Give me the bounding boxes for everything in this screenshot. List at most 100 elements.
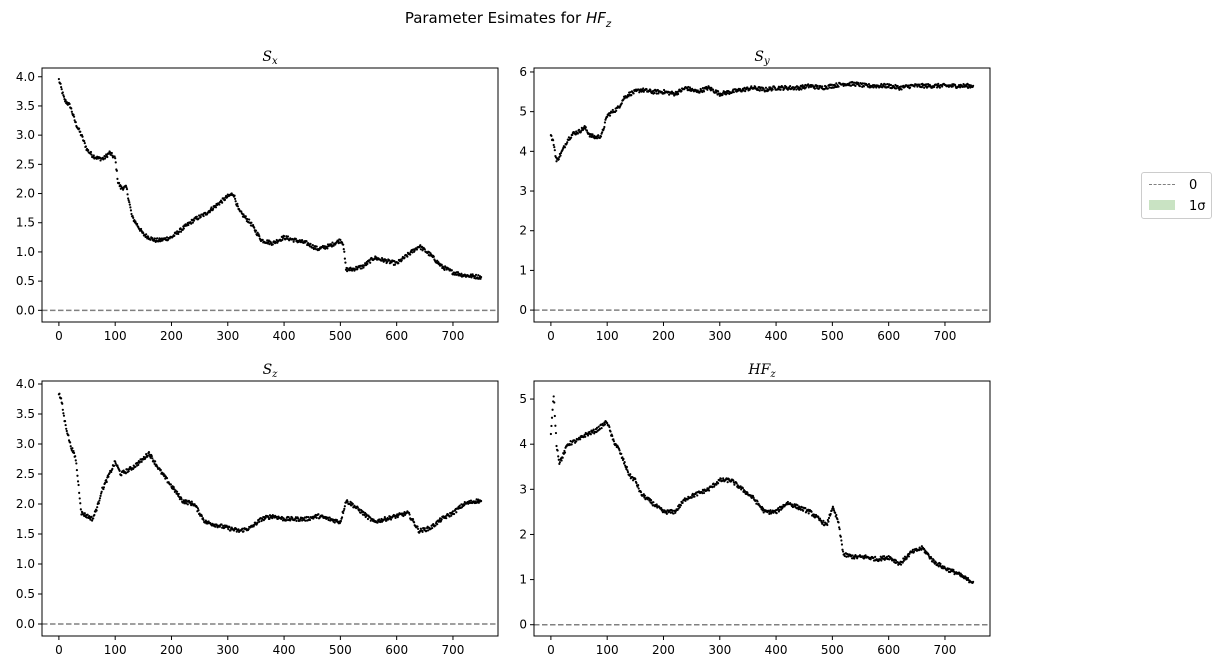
scatter-point [331,241,334,244]
scatter-point [553,401,556,404]
y-tick-label: 6 [519,65,527,79]
scatter-point [618,449,621,452]
y-tick-label: 0.5 [16,274,35,288]
scatter-point [234,197,237,200]
scatter-point [854,84,857,87]
scatter-point [402,514,405,518]
scatter-point [591,431,594,434]
scatter-point [305,240,308,243]
scatter-point [78,497,81,500]
x-tick-label: 600 [385,643,408,657]
scatter-point [721,93,724,96]
scatter-point [195,215,198,218]
scatter-point [65,101,68,104]
scatter-point [79,502,82,505]
y-tick-label: 1.0 [16,557,35,571]
scatter-point [804,86,808,89]
scatter-point [241,527,244,530]
scatter-point [114,157,117,160]
scatter-point [807,512,810,515]
x-tick-label: 700 [442,643,465,657]
scatter-point [550,424,553,428]
scatter-point [777,506,780,510]
scatter-point [70,107,73,110]
scatter-point [343,257,346,260]
scatter-point [389,518,393,521]
scatter-point [358,508,361,511]
scatter-point [204,211,207,214]
scatter-point [883,555,886,558]
scatter-point [343,505,346,508]
scatter-point [677,92,680,96]
scatter-point [779,88,782,91]
x-tick-label: 0 [547,329,555,343]
scatter-point [894,87,898,90]
scatter-point [762,511,765,514]
scatter-point [681,501,684,504]
scatter-point [693,495,696,498]
scatter-point [96,506,99,509]
scatter-point [218,203,221,206]
scatter-point [585,129,589,132]
scatter-point [77,483,80,487]
scatter-point [828,86,831,89]
scatter-point [271,243,274,246]
scatter-point [254,229,258,232]
y-tick-label: 4.0 [16,377,35,391]
scatter-point [307,242,310,245]
scatter-point [874,555,877,558]
scatter-point [606,115,609,118]
scatter-point [603,121,607,124]
legend: 0 1σ [1141,172,1212,219]
y-tick-label: 1 [519,263,527,277]
scatter-point [837,521,840,524]
y-tick-label: 3 [519,482,527,496]
scatter-point [665,512,668,515]
scatter-point [650,499,653,502]
scatter-point [732,91,735,94]
scatter-point [333,521,336,524]
scatter-point [327,518,330,522]
scatter-point [420,245,424,248]
scatter-point [242,213,245,216]
scatter-point [635,481,638,485]
scatter-point [70,449,73,452]
scatter-point [620,102,623,105]
scatter-point [339,238,342,241]
x-tick-label: 600 [877,329,900,343]
scatter-point [149,238,152,241]
scatter-point [425,529,428,532]
scatter-point [136,461,139,464]
scatter-point [74,121,77,124]
scatter-point [419,248,422,251]
scatter-point [923,86,926,89]
scatter-point [839,535,842,538]
scatter-point [810,510,813,513]
scatter-point [912,550,916,553]
scatter-point [61,91,64,94]
scatter-point [400,259,403,262]
scatter-point [761,509,764,512]
scatter-point [125,186,128,189]
scatter-point [416,525,419,528]
scatter-point [64,98,67,102]
axes-frame [533,380,991,637]
scatter-point [72,113,75,116]
scatter-point [838,526,841,529]
scatter-point [448,515,451,518]
scatter-point [603,421,606,424]
scatter-point [381,257,384,261]
scatter-point [128,467,131,471]
x-tick-label: 100 [596,643,619,657]
scatter-point [679,504,683,507]
scatter-point [920,85,923,89]
x-tick-label: 300 [216,329,239,343]
scatter-point [592,428,595,431]
x-tick-label: 400 [765,643,788,657]
scatter-point [416,527,420,531]
scatter-point [335,518,339,522]
scatter-point [127,470,130,473]
scatter-point [153,237,156,240]
scatter-point [366,262,369,265]
scatter-point [575,440,578,443]
